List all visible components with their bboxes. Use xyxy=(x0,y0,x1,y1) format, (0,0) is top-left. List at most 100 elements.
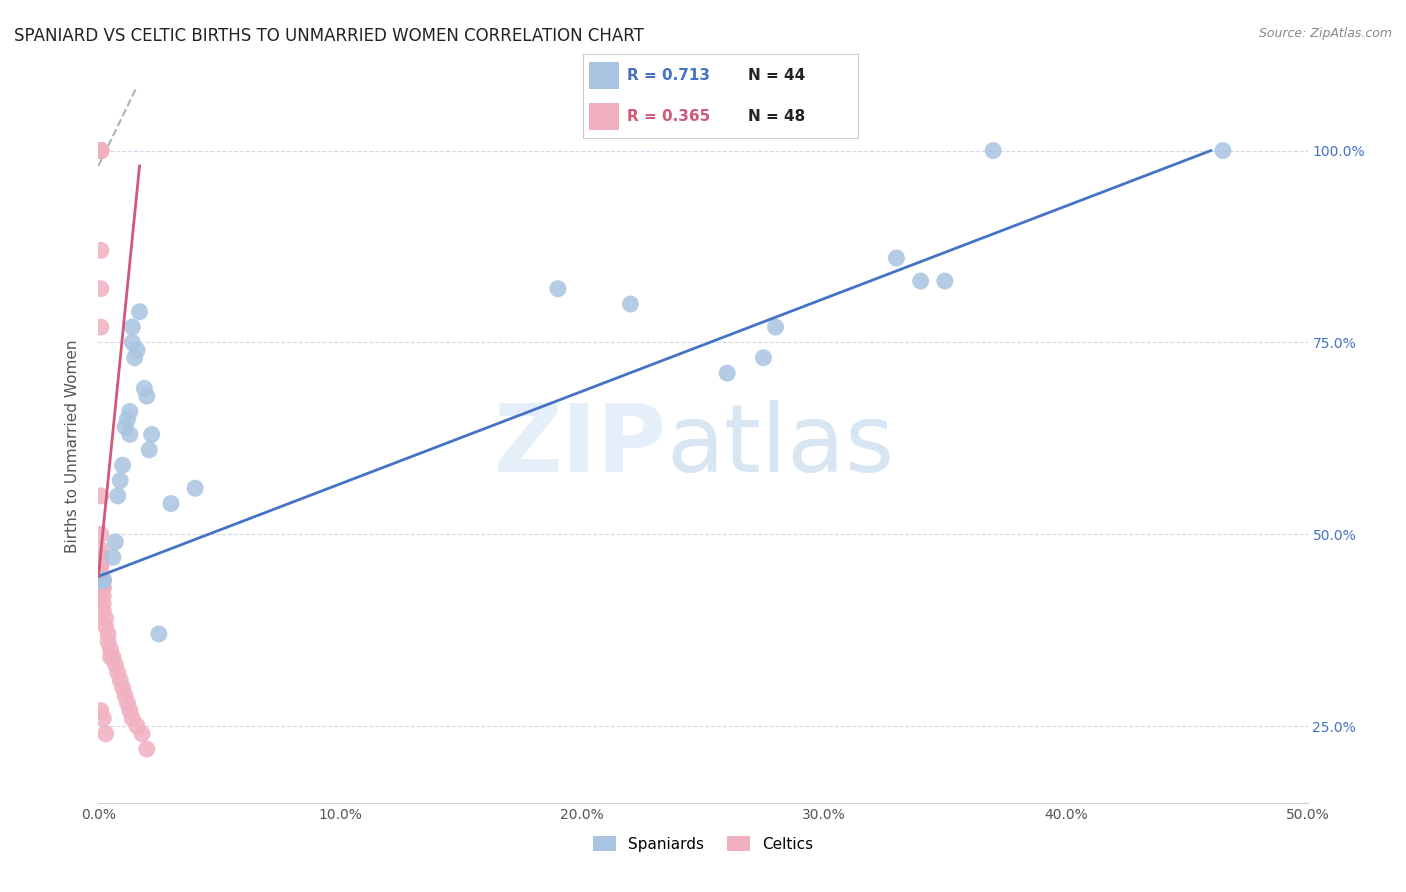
Point xyxy=(981,144,1004,158)
Point xyxy=(90,144,112,158)
Point xyxy=(90,566,112,580)
Point xyxy=(90,550,112,565)
Point xyxy=(134,381,156,395)
Point xyxy=(90,144,112,158)
Point xyxy=(90,282,112,296)
Point xyxy=(90,574,112,588)
Text: atlas: atlas xyxy=(666,400,896,492)
Point xyxy=(90,489,112,503)
Point xyxy=(160,497,183,511)
Point xyxy=(111,458,134,473)
Point xyxy=(128,304,150,318)
Point xyxy=(114,689,136,703)
Point xyxy=(107,489,129,503)
Point xyxy=(100,642,122,657)
Legend: Spaniards, Celtics: Spaniards, Celtics xyxy=(585,828,821,859)
Text: N = 48: N = 48 xyxy=(748,109,806,124)
Point xyxy=(934,274,956,288)
Point xyxy=(90,542,112,557)
Point xyxy=(90,574,112,588)
Point xyxy=(97,634,120,648)
Point xyxy=(90,581,112,595)
Point xyxy=(90,574,112,588)
Point xyxy=(90,574,112,588)
Point xyxy=(127,719,149,733)
Point xyxy=(716,366,738,380)
Point xyxy=(91,574,114,588)
Point xyxy=(117,696,139,710)
Point xyxy=(91,581,114,595)
Y-axis label: Births to Unmarried Women: Births to Unmarried Women xyxy=(65,339,80,553)
Point xyxy=(90,550,112,565)
Point xyxy=(91,596,114,610)
Point xyxy=(131,727,153,741)
Point xyxy=(91,581,114,595)
Point xyxy=(91,574,114,588)
Point xyxy=(90,144,112,158)
Point xyxy=(90,574,112,588)
Point xyxy=(90,527,112,541)
Point xyxy=(94,612,117,626)
Point xyxy=(135,389,157,403)
Bar xyxy=(589,103,619,130)
Text: Source: ZipAtlas.com: Source: ZipAtlas.com xyxy=(1258,27,1392,40)
Point xyxy=(135,742,157,756)
Point xyxy=(1212,144,1234,158)
Point xyxy=(101,550,124,565)
Point xyxy=(94,727,117,741)
Point xyxy=(91,574,114,588)
Point xyxy=(97,627,120,641)
Point xyxy=(90,144,112,158)
Point xyxy=(100,650,122,665)
Point xyxy=(141,427,163,442)
Point xyxy=(90,704,112,718)
Point xyxy=(118,704,141,718)
Point xyxy=(90,320,112,334)
Point xyxy=(91,574,114,588)
Point xyxy=(90,244,112,258)
Point xyxy=(90,589,112,603)
Point xyxy=(752,351,775,365)
Point xyxy=(91,711,114,725)
Point xyxy=(91,589,114,603)
Text: ZIP: ZIP xyxy=(494,400,666,492)
Point xyxy=(619,297,641,311)
Point xyxy=(886,251,908,265)
Point xyxy=(184,481,207,495)
Point xyxy=(114,419,136,434)
Point xyxy=(148,627,170,641)
Point xyxy=(765,320,787,334)
Point xyxy=(121,320,143,334)
Point xyxy=(138,442,160,457)
Point xyxy=(90,574,112,588)
Text: SPANIARD VS CELTIC BIRTHS TO UNMARRIED WOMEN CORRELATION CHART: SPANIARD VS CELTIC BIRTHS TO UNMARRIED W… xyxy=(14,27,644,45)
Bar xyxy=(589,62,619,89)
Point xyxy=(91,604,114,618)
Point xyxy=(124,351,146,365)
Point xyxy=(107,665,129,680)
Text: R = 0.713: R = 0.713 xyxy=(627,68,710,83)
Point xyxy=(90,574,112,588)
Point xyxy=(121,711,143,725)
Point xyxy=(547,282,569,296)
Point xyxy=(90,574,112,588)
Point xyxy=(121,335,143,350)
Point xyxy=(117,412,139,426)
Text: R = 0.365: R = 0.365 xyxy=(627,109,710,124)
Point xyxy=(90,574,112,588)
Point xyxy=(108,474,131,488)
Point xyxy=(90,574,112,588)
Point xyxy=(104,535,127,549)
Point xyxy=(104,657,127,672)
Point xyxy=(118,404,141,418)
Point xyxy=(108,673,131,687)
Point xyxy=(118,427,141,442)
Point xyxy=(90,574,112,588)
Text: N = 44: N = 44 xyxy=(748,68,806,83)
Point xyxy=(90,558,112,572)
Point xyxy=(127,343,149,357)
Point xyxy=(90,144,112,158)
Point xyxy=(90,574,112,588)
Point xyxy=(90,566,112,580)
Point xyxy=(94,619,117,633)
